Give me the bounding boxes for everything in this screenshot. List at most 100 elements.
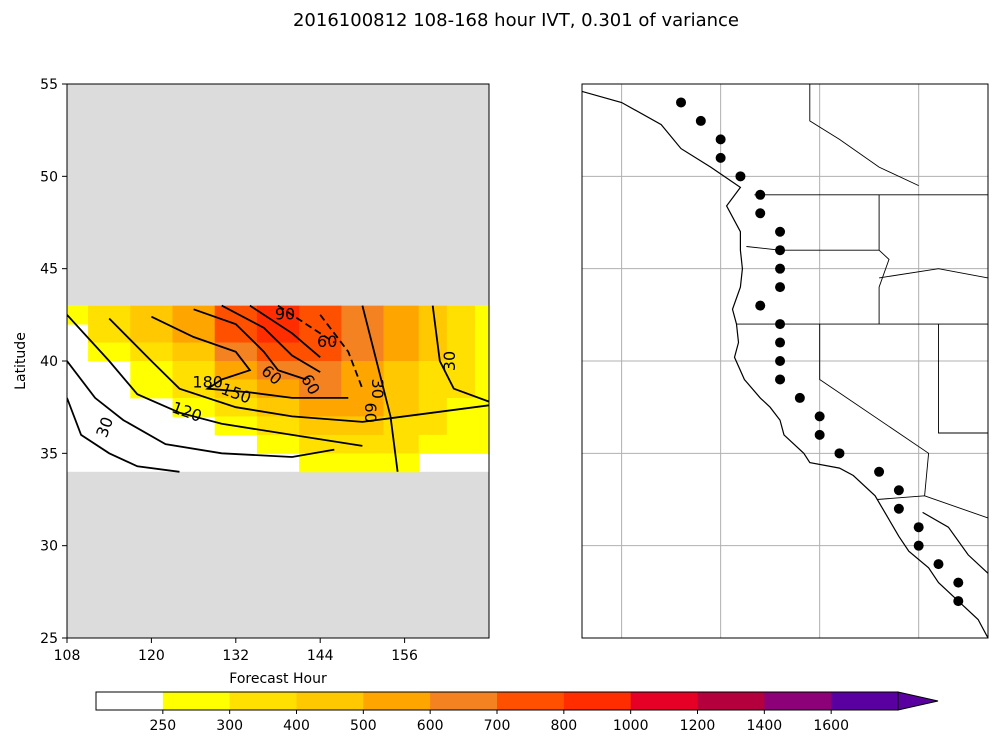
contour-label: 30 (368, 379, 387, 399)
colorbar-segment (563, 692, 632, 710)
ivt-fill-cell (130, 379, 173, 399)
colorbar: 250 300 400 500 600 700 800 1000 1200 1400 1600 (95, 691, 939, 734)
station-point (993, 615, 1000, 625)
ivt-contour-line (67, 314, 363, 447)
contour-label: 60 (317, 332, 337, 351)
ivt-contour-line (431, 305, 489, 403)
x-tick-label: 132 (222, 648, 249, 664)
y-tick-label: 30 (40, 539, 58, 555)
ivt-contour-line (67, 397, 180, 473)
ivt-fill-cell (172, 342, 216, 362)
ivt-fill-cell (130, 361, 173, 380)
ivt-fill-cell (299, 416, 342, 436)
colorbar-tick-label: 1600 (813, 718, 849, 734)
station-point (775, 319, 786, 330)
ivt-fill-cell (383, 434, 420, 454)
ivt-fill-cell (256, 324, 300, 344)
ivt-fill-cell (474, 361, 489, 380)
colorbar-extend-arrow (897, 691, 939, 711)
colorbar-segment (630, 692, 698, 710)
station-point (834, 448, 845, 459)
ivt-fill-cell (474, 397, 489, 417)
station-point (933, 559, 944, 570)
colorbar-tick-label: 600 (417, 718, 444, 734)
colorbar-tick-label: 800 (550, 718, 577, 734)
station-point (893, 503, 904, 514)
ivt-fill-cell (383, 324, 420, 344)
colorbar-tick-label: 250 (149, 718, 176, 734)
ivt-contour-line (277, 304, 335, 344)
figure-title: 2016100812 108-168 hour IVT, 0.301 of va… (293, 10, 739, 31)
ivt-fill-cell (474, 342, 489, 362)
station-point (953, 596, 964, 607)
ivt-fill-cell (88, 342, 131, 362)
state-border (819, 324, 930, 496)
ivt-fill-cell (256, 434, 300, 454)
ivt-contour-line (319, 314, 364, 390)
x-tick-label: 120 (138, 648, 165, 664)
station-point (814, 411, 825, 422)
station-point (893, 485, 904, 496)
ivt-fill-cell (172, 305, 216, 325)
gulf-coastline (922, 511, 988, 575)
state-border (877, 495, 988, 519)
ivt-fill-cell (474, 434, 489, 454)
ivt-fill-cell (214, 379, 258, 399)
station-point (775, 263, 786, 274)
station-point (794, 392, 805, 403)
station-point (814, 429, 825, 440)
y-tick-label: 55 (40, 77, 58, 93)
colorbar-tick-label: 500 (350, 718, 377, 734)
y-tick-label: 45 (40, 262, 58, 278)
ivt-fill-cell (446, 305, 476, 325)
station-point (755, 300, 766, 311)
y-tick-label: 25 (40, 631, 58, 647)
station-point (775, 337, 786, 348)
ivt-fill-cell (256, 305, 300, 325)
colorbar-segment (697, 692, 765, 710)
ivt-fill-cell (446, 342, 476, 362)
contour-label: 180 (192, 373, 223, 392)
station-point (775, 226, 786, 237)
ivt-fill-cell (172, 324, 216, 344)
station-point (676, 97, 687, 108)
ivt-fill-cell (446, 434, 476, 454)
ivt-fill-cell (383, 342, 420, 362)
ivt-fill-cell (418, 434, 448, 454)
ivt-fill-cell (341, 361, 384, 380)
ivt-fill-cell (341, 397, 384, 417)
ivt-fill-cell (214, 324, 258, 344)
ivt-fill-cell (341, 379, 384, 399)
colorbar-tick-label: 700 (484, 718, 511, 734)
station-point (775, 282, 786, 293)
ivt-fill-cell (341, 324, 384, 344)
ivt-fill-cell (130, 342, 173, 362)
ivt-fill-cell (299, 453, 342, 473)
y-axis-label: Latitude (13, 332, 29, 390)
coastline (582, 90, 988, 638)
ivt-contour-line (221, 304, 321, 373)
ivt-fill-cell (383, 453, 420, 473)
ivt-fill-cell (474, 305, 489, 325)
ivt-fill-cell (299, 379, 342, 399)
ivt-fill-cell (383, 379, 420, 399)
station-point (953, 577, 964, 588)
ivt-fill-cell (383, 397, 420, 417)
contour-label: 60 (361, 403, 380, 423)
colorbar-segment (296, 692, 364, 710)
ivt-fill-cell (130, 324, 173, 344)
state-border (878, 194, 890, 325)
x-tick-label: 108 (54, 648, 81, 664)
x-tick-label: 144 (307, 648, 334, 664)
ivt-contour-line (67, 360, 335, 458)
state-border (879, 268, 988, 279)
colorbar-tick-label: 1000 (613, 718, 649, 734)
colorbar-segment (96, 692, 163, 710)
ivt-contour-line (193, 308, 307, 381)
y-tick-label: 40 (40, 354, 58, 370)
ivt-fill-cell (418, 305, 448, 325)
ivt-contour-line (108, 317, 489, 423)
ivt-fill-cell (172, 361, 216, 380)
